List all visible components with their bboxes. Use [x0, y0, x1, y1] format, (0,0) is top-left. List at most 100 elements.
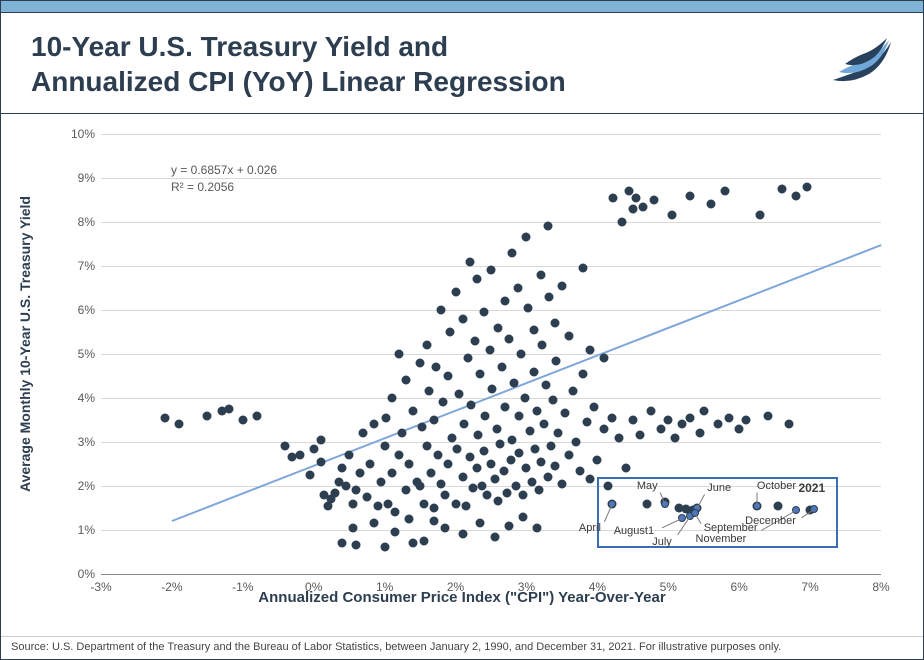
data-point — [540, 420, 549, 429]
data-point — [696, 429, 705, 438]
data-point — [452, 444, 461, 453]
data-point — [472, 275, 481, 284]
data-point — [618, 218, 627, 227]
data-point — [699, 407, 708, 416]
label-connector — [756, 492, 757, 506]
data-point — [306, 471, 315, 480]
inset-point-label: June — [707, 482, 731, 494]
y-tick-label: 1% — [78, 523, 95, 537]
data-point — [586, 475, 595, 484]
data-point — [355, 468, 364, 477]
data-point — [462, 501, 471, 510]
data-point — [465, 453, 474, 462]
data-point — [664, 416, 673, 425]
data-point — [628, 416, 637, 425]
data-point — [465, 257, 474, 266]
data-point — [467, 400, 476, 409]
data-point — [557, 479, 566, 488]
data-point — [458, 530, 467, 539]
data-point — [579, 264, 588, 273]
data-point — [409, 407, 418, 416]
data-point — [451, 499, 460, 508]
data-point — [492, 424, 501, 433]
data-point — [522, 233, 531, 242]
data-point — [366, 460, 375, 469]
data-point — [490, 532, 499, 541]
source-note: Source: U.S. Department of the Treasury … — [1, 636, 923, 659]
data-point — [490, 475, 499, 484]
data-point — [791, 191, 800, 200]
data-point — [545, 292, 554, 301]
data-point — [494, 497, 503, 506]
data-point — [359, 429, 368, 438]
data-point — [565, 451, 574, 460]
data-point — [341, 482, 350, 491]
data-point — [331, 488, 340, 497]
data-point — [499, 466, 508, 475]
data-point — [543, 222, 552, 231]
data-point — [784, 420, 793, 429]
data-point — [589, 402, 598, 411]
data-point — [523, 303, 532, 312]
data-point — [430, 517, 439, 526]
data-point — [437, 306, 446, 315]
data-point — [387, 394, 396, 403]
data-point — [444, 460, 453, 469]
data-point — [472, 464, 481, 473]
data-point — [565, 332, 574, 341]
chart-title: 10-Year U.S. Treasury Yield and Annualiz… — [31, 29, 566, 99]
data-point — [529, 367, 538, 376]
data-point — [401, 376, 410, 385]
data-point — [444, 372, 453, 381]
data-point — [316, 435, 325, 444]
data-point — [488, 385, 497, 394]
data-point — [501, 297, 510, 306]
data-point — [561, 409, 570, 418]
data-point — [721, 187, 730, 196]
data-point — [667, 211, 676, 220]
data-point — [521, 394, 530, 403]
data-point — [485, 345, 494, 354]
data-point — [735, 424, 744, 433]
chart-area: Average Monthly 10-Year U.S. Treasury Yi… — [1, 114, 923, 636]
inset-point-label: May — [637, 480, 658, 492]
data-point — [742, 416, 751, 425]
data-point — [405, 460, 414, 469]
data-point — [646, 407, 655, 416]
data-point — [650, 196, 659, 205]
data-point — [387, 468, 396, 477]
data-point — [431, 363, 440, 372]
y-tick-label: 9% — [78, 171, 95, 185]
data-point — [433, 451, 442, 460]
gridline — [101, 310, 881, 311]
data-point — [508, 248, 517, 257]
data-point — [476, 369, 485, 378]
x-tick-label: 7% — [801, 580, 818, 594]
data-point — [635, 431, 644, 440]
data-point — [607, 413, 616, 422]
x-tick-label: 8% — [872, 580, 889, 594]
x-axis-label: Annualized Consumer Price Index ("CPI") … — [258, 589, 665, 606]
data-point — [440, 490, 449, 499]
data-point — [394, 350, 403, 359]
data-point — [763, 411, 772, 420]
data-point — [497, 363, 506, 372]
data-point — [426, 468, 435, 477]
gridline — [101, 222, 881, 223]
data-point — [409, 539, 418, 548]
data-point — [458, 473, 467, 482]
accent-bar — [1, 1, 923, 13]
data-point — [401, 486, 410, 495]
data-point — [483, 490, 492, 499]
data-point — [515, 449, 524, 458]
data-point — [557, 281, 566, 290]
data-point — [423, 341, 432, 350]
data-point — [678, 420, 687, 429]
data-point — [494, 323, 503, 332]
data-point — [614, 433, 623, 442]
inset-point-label: April — [579, 522, 601, 534]
y-tick-label: 6% — [78, 303, 95, 317]
data-point — [295, 451, 304, 460]
data-point — [600, 424, 609, 433]
data-point — [501, 402, 510, 411]
